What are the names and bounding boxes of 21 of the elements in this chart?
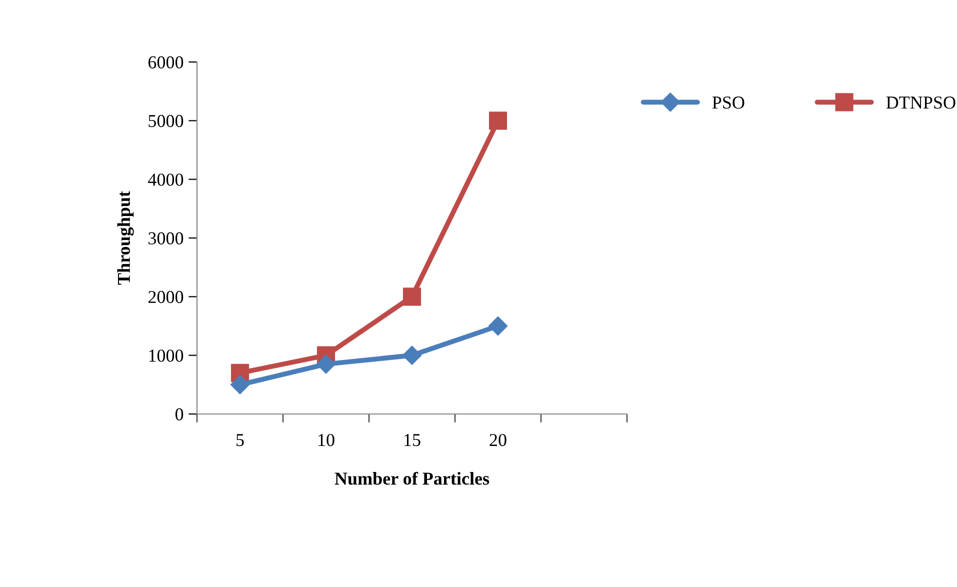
- y-tick-label: 3000: [148, 232, 184, 244]
- point: [402, 288, 422, 306]
- y-tick-label: 6000: [148, 56, 184, 68]
- y-tick-label: 5000: [148, 114, 184, 128]
- legend-label: PSO: [712, 96, 744, 109]
- point: [488, 316, 508, 336]
- point: [316, 354, 336, 374]
- y-tick-label: 1000: [149, 350, 184, 362]
- y-axis-title: Throughput: [117, 191, 134, 285]
- x-tick-label: 5: [236, 434, 244, 446]
- x-axis-title: Number of Particles: [334, 472, 490, 485]
- x-tick-label: 10: [318, 434, 334, 446]
- legend-label: DTNPSO: [886, 96, 956, 109]
- x-tick-label: 20: [490, 434, 506, 446]
- point: [402, 346, 422, 365]
- point: [488, 112, 508, 130]
- point: [230, 375, 250, 394]
- y-tick-label: 2000: [148, 290, 184, 304]
- y-tick-label: 4000: [148, 174, 184, 186]
- x-tick-label: 15: [404, 434, 420, 446]
- y-tick-label: 0: [175, 408, 184, 420]
